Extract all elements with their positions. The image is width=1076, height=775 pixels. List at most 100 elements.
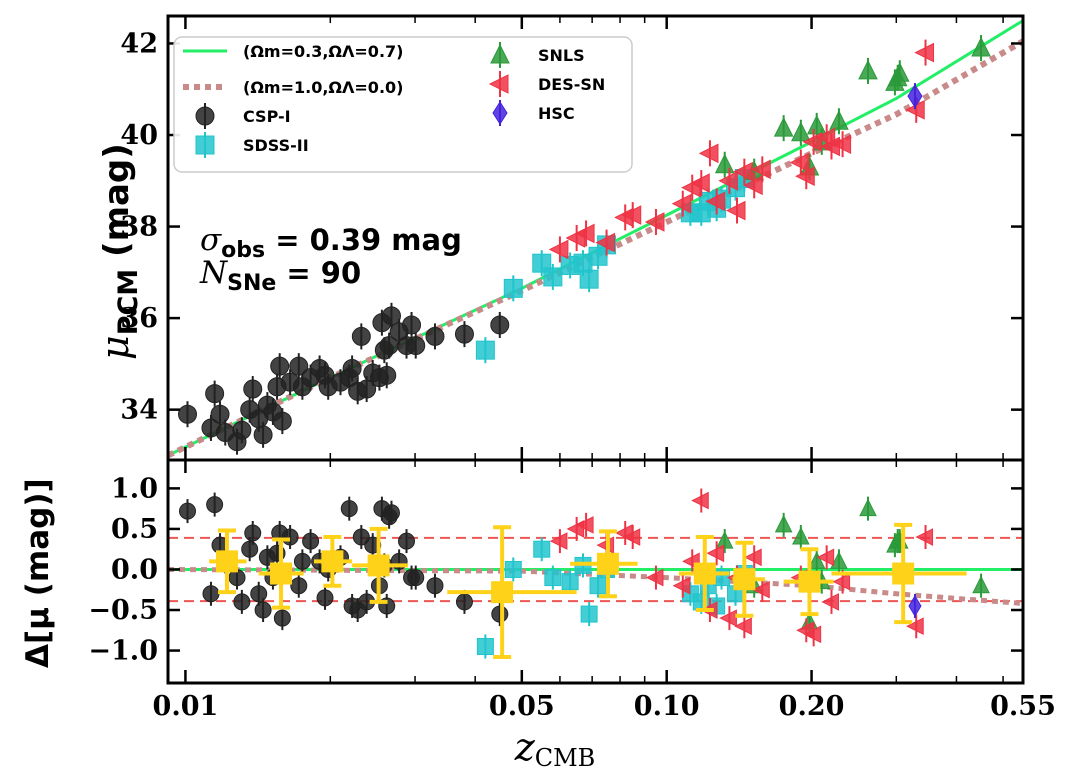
legend-entry: CSP-I [195,103,291,129]
sdss-ii-residual-shape [476,638,494,656]
csp-i-residual [378,593,396,618]
sdss-ii-residual [504,557,522,582]
binned-point [678,535,730,613]
csp-i-point [178,401,198,428]
sdss-ii-residual [580,602,598,627]
csp-i-residual [241,537,259,562]
snls-point [791,119,811,146]
bottom-ytick-label: −1.0 [88,636,158,667]
csp-i-residual [202,581,220,606]
sdss-ii-point [579,266,599,293]
des-sn-point-shape [789,152,810,173]
csp-i-point-shape [342,358,362,378]
csp-i-point [406,332,426,359]
csp-i-point [243,376,263,403]
csp-i-residual [290,573,308,598]
snls-residual-shape [774,514,793,533]
des-sn-residual [734,614,752,639]
snls-residual-shape [859,498,877,517]
des-sn-point-shape [743,175,763,196]
csp-i-point [289,353,309,380]
csp-i-residual-shape [244,524,262,542]
csp-i-residual-shape [316,589,334,607]
binned-point [258,537,304,610]
csp-i-residual-shape [382,504,400,522]
sdss-ii-residual [544,565,562,590]
snls-point-shape [791,121,811,142]
des-sn-residual [549,529,568,554]
des-sn-point [705,188,726,215]
des-sn-residual [816,545,835,570]
csp-i-point [210,401,230,428]
legend-entry: (Ωm=0.3,ΩΛ=0.7) [183,42,403,61]
des-sn-point [743,172,763,199]
des-sn-residual-shape [719,609,737,627]
csp-i-point [342,355,362,382]
snls-residual-shape [792,526,810,545]
csp-i-point [201,414,221,441]
sdss-ii-point-shape [579,269,599,289]
top-ylabel: μPCM (mag) [93,143,144,360]
des-sn-residual [803,622,822,647]
csp-i-residual-shape [206,496,224,514]
des-sn-point-shape [548,239,569,260]
bottom-panel-frame [166,458,1025,685]
binned-square [733,568,756,591]
des-sn-residual-shape [575,516,594,534]
des-sn-residual-shape [622,528,641,546]
sdss-ii-residual-shape [580,605,598,623]
legend-marker-shape [488,74,509,94]
des-sn-residual-shape [549,532,568,550]
legend: (Ωm=0.3,ΩΛ=0.7) (Ωm=1.0,ΩΛ=0.0) CSP-I SDSS-… [173,36,633,173]
legend-box [173,36,633,173]
csp-i-residual-shape [302,532,320,550]
des-sn-point [831,131,852,158]
snls-point [858,57,878,84]
csp-i-point [402,311,422,338]
top-ytick-label: 36 [120,303,158,334]
sdss-ii-point-shape [503,278,523,298]
snls-point [773,115,794,142]
csp-i-point [381,302,401,329]
binned-square [491,581,514,604]
csp-i-point-shape [490,315,510,335]
legend-marker [490,42,510,68]
des-sn-residual-shape [734,617,752,636]
des-sn-residual-shape [906,617,924,636]
des-sn-point [681,174,701,201]
binned-point [447,525,577,660]
csp-i-point-shape [253,425,273,445]
csp-i-residual-shape [290,577,308,595]
csp-i-point [490,311,510,338]
csp-i-residual [426,573,444,598]
snls-point [889,60,910,87]
csp-i-residual [254,598,272,623]
csp-i-residual-shape [407,569,425,587]
binned-square [270,562,293,585]
snls-point-shape [971,36,991,57]
sdss-ii-point [503,275,523,302]
legend-label: HSC [538,104,575,123]
csp-i-point [377,362,397,389]
snls-point-shape [858,59,878,80]
des-sn-point-shape [718,170,738,191]
des-sn-point-shape [795,166,815,187]
csp-i-point [351,323,371,350]
des-sn-point [548,236,569,263]
snls-residual [859,496,877,521]
bottom-ytick-label: 1.0 [111,473,158,504]
legend-marker-shape [490,43,510,64]
x-axis-label: zCMB [514,725,596,772]
bottom-ytick-label: 0.5 [111,514,158,545]
snls-residual [972,573,990,598]
csp-i-point-shape [381,306,401,326]
des-sn-point [725,197,746,224]
sdss-ii-residual-shape [504,560,522,578]
csp-i-residual [302,529,320,554]
top-ytick-label: 40 [120,120,158,151]
bottom-ytick-label: −0.5 [88,595,158,626]
legend-entry: SDSS-II [195,132,309,158]
snls-point-shape [773,117,794,137]
csp-i-point-shape [232,420,252,440]
csp-i-residual-shape [340,500,358,518]
